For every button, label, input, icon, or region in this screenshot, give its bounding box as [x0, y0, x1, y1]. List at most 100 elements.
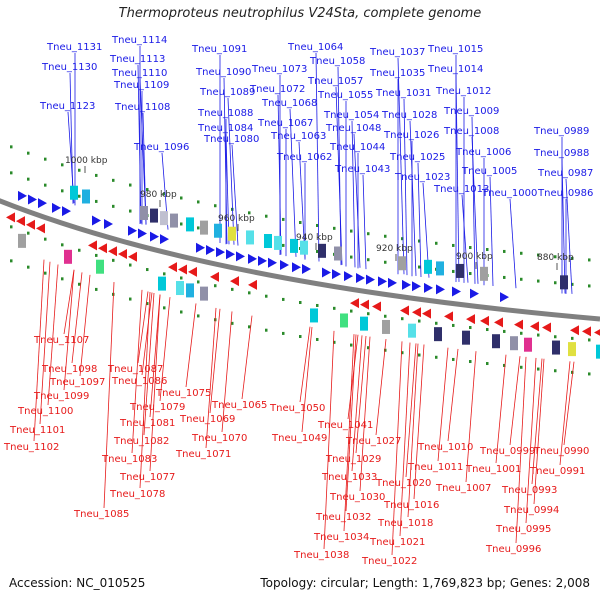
reverse-gene-arrow	[412, 307, 421, 318]
forward-gene-arrow	[322, 267, 331, 278]
reverse-gene-label: Tneu_1097	[49, 377, 105, 388]
reverse-gene-label: Tneu_1022	[361, 556, 417, 567]
tick-dot	[163, 272, 166, 276]
tick-dot	[333, 340, 336, 344]
tick-dot	[367, 346, 370, 350]
forward-gene-arrow	[216, 247, 225, 258]
reverse-gene-label: Tneu_1085	[73, 509, 129, 520]
forward-gene-label: Tneu_1048	[325, 123, 381, 134]
reverse-leader-line	[141, 292, 153, 376]
tick-dot	[571, 256, 574, 260]
reverse-gene-label: Tneu_1010	[417, 442, 473, 453]
reverse-gene-label: Tneu_1081	[119, 418, 175, 429]
reverse-leader-line	[437, 347, 449, 462]
reverse-gene-label: Tneu_1050	[269, 403, 325, 414]
kbp-label: 980 kbp	[140, 190, 177, 200]
reverse-gene-label: Tneu_0999	[479, 446, 535, 457]
forward-gene-label: Tneu_1009	[443, 106, 499, 117]
reverse-gene-label: Tneu_1030	[329, 492, 385, 503]
forward-feature-block	[290, 238, 298, 253]
tick-dot	[146, 302, 149, 306]
forward-gene-label: Tneu_1067	[257, 118, 313, 129]
tick-dot	[537, 367, 540, 371]
diagram-title: Thermoproteus neutrophilus V24Sta, compl…	[118, 6, 482, 21]
forward-feature-blocks	[70, 185, 568, 290]
tick-dot	[571, 336, 574, 340]
tick-dot	[350, 229, 353, 233]
tick-dot	[231, 321, 234, 325]
tick-dot	[384, 234, 387, 238]
reverse-leader-line	[391, 341, 403, 556]
forward-feature-block	[228, 226, 236, 241]
forward-gene-label: Tneu_1080	[203, 134, 259, 145]
reverse-gene-arrow	[98, 243, 107, 254]
forward-gene-label: Tneu_1064	[287, 42, 343, 53]
reverse-leader-line	[39, 261, 51, 425]
kbp-label: 900 kbp	[456, 252, 493, 262]
reverse-feature-blocks	[18, 233, 600, 359]
forward-gene-arrow	[402, 279, 411, 290]
tick-dot	[554, 281, 557, 285]
tick-dot	[588, 338, 591, 342]
forward-gene-arrow	[206, 244, 215, 255]
forward-gene-label: Tneu_1090	[195, 67, 251, 78]
tick-dot	[469, 246, 472, 250]
forward-gene-label: Tneu_1026	[383, 130, 439, 141]
forward-gene-label: Tneu_1068	[261, 98, 317, 109]
forward-leader-line	[417, 162, 422, 278]
forward-feature-block	[480, 266, 488, 281]
reverse-leader-line	[149, 294, 161, 472]
reverse-gene-label: Tneu_1086	[111, 376, 167, 387]
forward-gene-arrow	[344, 271, 353, 282]
forward-feature-block	[150, 208, 158, 223]
reverse-gene-label: Tneu_1099	[33, 391, 89, 402]
tick-dot	[27, 151, 30, 155]
reverse-gene-label: Tneu_1027	[345, 436, 401, 447]
reverse-feature-block	[492, 334, 500, 349]
forward-gene-arrow	[248, 253, 257, 264]
forward-gene-label: Tneu_1109	[113, 80, 169, 91]
forward-leader-line	[225, 133, 230, 245]
tick-dot	[418, 239, 421, 243]
reverse-feature-block	[552, 340, 560, 355]
reverse-gene-label: Tneu_0990	[533, 446, 589, 457]
reverse-gene-label: Tneu_0994	[503, 505, 559, 516]
tick-dot	[129, 183, 132, 187]
forward-feature-block	[318, 243, 326, 258]
tick-dot	[129, 297, 132, 301]
forward-leader-line	[277, 94, 282, 255]
forward-gene-label: Tneu_1043	[334, 164, 390, 175]
tick-dot	[27, 177, 30, 181]
reverse-gene-arrow	[594, 329, 600, 336]
forward-feature-block	[70, 185, 78, 200]
tick-dot	[503, 275, 506, 279]
reverse-gene-arrow	[466, 314, 475, 325]
forward-gene-label: Tneu_1035	[369, 68, 425, 79]
gene-labels: Tneu_1131 Tneu_1130 Tneu_1123 Tneu_1114 Tneu…	[3, 35, 593, 567]
forward-feature-block	[214, 223, 222, 238]
tick-dot	[265, 294, 268, 298]
forward-gene-label: Tneu_1110	[111, 68, 167, 79]
tick-dot	[588, 258, 591, 262]
tick-dot	[537, 333, 540, 337]
reverse-feature-block	[186, 283, 194, 298]
reverse-leader-line	[71, 272, 83, 364]
reverse-gene-arrow	[210, 271, 219, 282]
reverse-gene-label: Tneu_1007	[435, 483, 491, 494]
reverse-leader-line	[139, 291, 151, 489]
reverse-gene-label: Tneu_1034	[313, 532, 369, 543]
forward-leader-line	[403, 98, 408, 276]
forward-gene-arrow	[160, 234, 169, 245]
reverse-gene-arrow	[118, 249, 127, 260]
forward-leader-line	[461, 194, 469, 283]
reverse-gene-label: Tneu_1021	[369, 537, 425, 548]
forward-leader-line	[455, 74, 460, 282]
reverse-leader-line	[465, 351, 477, 483]
reverse-strand-genes	[6, 212, 600, 337]
kbp-label: 960 kbp	[218, 214, 255, 224]
reverse-feature-block	[408, 323, 416, 338]
reverse-gene-label: Tneu_1070	[191, 433, 247, 444]
kbp-label: 920 kbp	[376, 244, 413, 254]
label-leader-lines	[33, 46, 575, 556]
